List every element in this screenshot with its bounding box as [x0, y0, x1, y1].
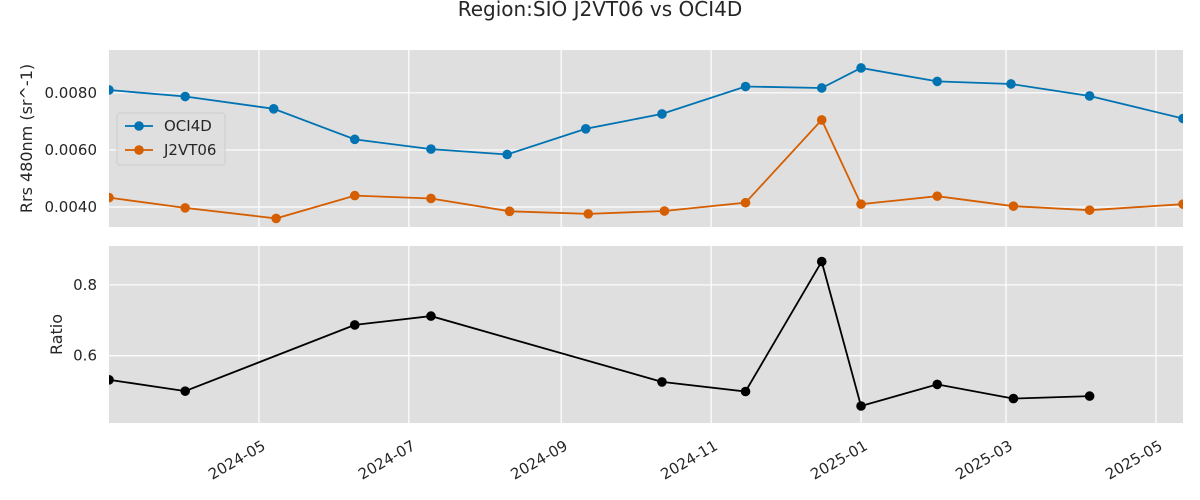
y-tick-label: 0.0040 — [45, 198, 98, 216]
panel-background — [109, 50, 1183, 227]
data-point — [816, 115, 827, 125]
y-tick-label: 0.0060 — [45, 141, 98, 159]
data-point — [109, 375, 114, 385]
data-point — [180, 203, 190, 213]
legend-label: J2VT06 — [163, 141, 216, 159]
data-point — [1008, 393, 1019, 404]
data-point — [349, 134, 360, 145]
data-point — [180, 386, 190, 396]
series-oci4d — [109, 63, 1183, 160]
plot-root: 0.0040 0.0060 0.0080 Rrs 480nm (sr^-1) OCI4D… — [17, 50, 1183, 484]
data-point — [932, 76, 943, 87]
data-point — [271, 213, 281, 224]
data-point — [657, 109, 667, 119]
x-tick-label: 2024-09 — [508, 437, 571, 484]
x-tick-label: 2024-07 — [355, 437, 418, 484]
data-point — [1178, 199, 1183, 209]
panel-top: 0.0040 0.0060 0.0080 Rrs 480nm (sr^-1) OCI4D… — [17, 50, 1183, 227]
data-point — [740, 386, 751, 397]
series-j2vt06 — [109, 115, 1183, 224]
data-point — [657, 377, 667, 387]
y-tick-label: 0.0080 — [45, 84, 98, 102]
data-point — [504, 206, 515, 217]
legend-item: OCI4D — [125, 117, 212, 135]
x-tick-label: 2025-03 — [952, 437, 1015, 484]
data-point — [583, 209, 594, 219]
legend-item: J2VT06 — [125, 141, 216, 159]
data-point — [816, 256, 827, 267]
panel-background — [109, 246, 1183, 423]
x-tick-label: 2024-05 — [205, 437, 268, 484]
data-point — [109, 85, 114, 95]
data-point — [1084, 205, 1095, 215]
data-point — [856, 401, 866, 411]
data-point — [580, 123, 591, 134]
data-point — [1178, 113, 1183, 124]
data-point — [426, 193, 436, 204]
data-point — [816, 83, 827, 93]
x-tick-label: 2025-05 — [1102, 437, 1165, 484]
data-point — [109, 192, 114, 203]
x-tick-label: 2025-01 — [807, 437, 870, 484]
legend-label: OCI4D — [164, 117, 212, 135]
data-point — [1084, 91, 1095, 101]
data-point — [932, 191, 943, 201]
data-point — [180, 91, 190, 102]
data-point — [268, 104, 279, 114]
y-tick-label: 0.8 — [73, 276, 97, 294]
data-point — [659, 206, 670, 216]
data-point — [1006, 79, 1016, 89]
series-ratio — [109, 256, 1095, 411]
data-point — [740, 197, 751, 208]
data-point — [1008, 201, 1019, 211]
data-point — [856, 63, 866, 73]
y-axis-label: Ratio — [47, 314, 66, 355]
data-point — [1084, 391, 1095, 401]
panel-bottom: 0.6 0.8 Ratio — [47, 246, 1183, 423]
data-point — [426, 144, 436, 154]
data-point — [426, 311, 436, 321]
data-point — [349, 190, 360, 201]
data-point — [740, 81, 751, 92]
x-tick-label: 2024-11 — [657, 437, 720, 484]
data-point — [349, 320, 360, 330]
data-point — [932, 379, 943, 390]
legend-marker — [134, 145, 144, 155]
y-axis-label: Rrs 480nm (sr^-1) — [17, 64, 36, 213]
chart-title: Region:SIO J2VT06 vs OCI4D — [458, 0, 743, 21]
legend-marker — [134, 121, 144, 131]
data-point — [856, 199, 866, 209]
y-tick-label: 0.6 — [73, 347, 97, 365]
legend: OCI4D J2VT06 — [116, 112, 226, 166]
data-point — [502, 149, 512, 160]
